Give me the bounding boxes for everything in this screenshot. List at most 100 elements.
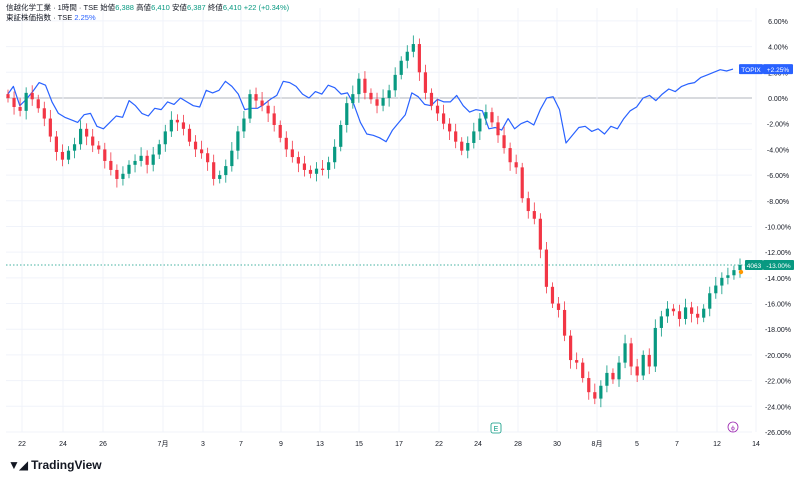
candle-body bbox=[54, 136, 58, 152]
candle bbox=[708, 286, 712, 317]
candle bbox=[12, 91, 16, 115]
candle bbox=[575, 352, 579, 370]
candle-body bbox=[363, 78, 367, 93]
candle bbox=[696, 306, 700, 325]
candle-body bbox=[460, 141, 464, 151]
candle bbox=[587, 371, 591, 400]
x-tick-label: 3 bbox=[201, 441, 205, 448]
candle-body bbox=[242, 118, 246, 132]
candle-body bbox=[175, 119, 179, 123]
candle-body bbox=[441, 113, 446, 124]
candle-body bbox=[230, 150, 234, 167]
legend-compare-value: 2.25% bbox=[74, 13, 96, 22]
x-tick-label: 8月 bbox=[592, 440, 603, 448]
y-tick-label: -24.00% bbox=[765, 404, 791, 411]
candle bbox=[333, 139, 337, 169]
candle bbox=[42, 101, 46, 127]
candle-body bbox=[514, 162, 518, 168]
candle bbox=[109, 152, 113, 176]
candle bbox=[738, 258, 742, 278]
candle-body bbox=[48, 118, 52, 137]
candle bbox=[363, 71, 367, 100]
legend-change-value: +22 (+0.34%) bbox=[243, 3, 290, 12]
candle bbox=[181, 114, 186, 136]
earnings-event-box bbox=[490, 422, 502, 434]
candle-body bbox=[556, 303, 561, 310]
x-tick-label: 15 bbox=[355, 441, 363, 448]
candle bbox=[127, 160, 131, 179]
candle bbox=[24, 87, 28, 120]
candle bbox=[248, 89, 252, 124]
candle-body bbox=[302, 163, 307, 170]
candle-body bbox=[290, 149, 294, 158]
candle bbox=[236, 125, 240, 160]
candle bbox=[478, 113, 482, 141]
candle-body bbox=[520, 167, 524, 199]
chart-legend: 信越化学工業 · 1時間 · TSE 始値6,388 高値6,410 安値6,3… bbox=[6, 3, 289, 23]
candle bbox=[163, 124, 167, 152]
candle-body bbox=[714, 285, 718, 294]
tradingview-logo[interactable]: ▼◢ TradingView bbox=[8, 458, 102, 472]
candle bbox=[399, 56, 403, 80]
candle bbox=[314, 162, 319, 182]
candle bbox=[472, 122, 476, 149]
candle bbox=[66, 146, 71, 165]
candle-body bbox=[218, 175, 222, 179]
candle bbox=[6, 89, 10, 103]
candle bbox=[635, 358, 639, 383]
candle bbox=[308, 165, 313, 179]
stock-badge-value: -13.00% bbox=[766, 263, 790, 270]
y-tick-label: -22.00% bbox=[765, 379, 791, 386]
candle bbox=[97, 141, 101, 154]
candle bbox=[641, 350, 645, 380]
candle bbox=[417, 38, 421, 81]
candle-body bbox=[296, 157, 300, 164]
candle-body bbox=[345, 103, 349, 125]
candle bbox=[133, 154, 137, 173]
candle-body bbox=[181, 122, 186, 129]
candle bbox=[514, 154, 518, 174]
candle bbox=[454, 123, 458, 149]
candle-body bbox=[375, 99, 379, 106]
candle-body bbox=[496, 122, 500, 136]
legend-compare-row[interactable]: 東証株価指数 · TSE 2.25% bbox=[6, 13, 289, 23]
tradingview-logo-icon: ▼◢ bbox=[8, 458, 28, 472]
candle bbox=[611, 368, 615, 384]
candle bbox=[653, 319, 657, 373]
candle-body bbox=[212, 162, 216, 179]
candle bbox=[581, 358, 585, 383]
x-tick-label: 26 bbox=[99, 441, 107, 448]
x-tick-label: 7 bbox=[675, 441, 679, 448]
legend-compare-name: 東証株価指数 · TSE bbox=[6, 13, 73, 22]
candle bbox=[145, 150, 149, 174]
candle-body bbox=[42, 108, 46, 119]
candle-body bbox=[260, 100, 264, 106]
candle bbox=[381, 89, 385, 112]
legend-symbol-name: 信越化学工業 · 1時間 · TSE bbox=[6, 3, 99, 12]
candle bbox=[720, 272, 724, 295]
candle-body bbox=[109, 160, 113, 170]
candle bbox=[714, 276, 718, 299]
earnings-event-glyph: E bbox=[494, 426, 499, 433]
candle-body bbox=[587, 378, 591, 393]
price-badges: TOPIX +2.25% 4063 -13.00% bbox=[738, 64, 794, 275]
candle bbox=[78, 120, 83, 150]
candle-body bbox=[538, 218, 542, 250]
candle bbox=[544, 242, 549, 294]
candle-body bbox=[24, 92, 28, 111]
candle-body bbox=[139, 155, 143, 161]
candle-body bbox=[635, 366, 639, 376]
candle-body bbox=[18, 106, 22, 111]
legend-open-value: 6,388 bbox=[115, 3, 134, 12]
legend-main-row[interactable]: 信越化学工業 · 1時間 · TSE 始値6,388 高値6,410 安値6,3… bbox=[6, 3, 289, 13]
candle-body bbox=[103, 149, 107, 161]
candle bbox=[387, 84, 391, 107]
candle bbox=[623, 334, 627, 369]
candle-body bbox=[133, 160, 137, 165]
candle bbox=[405, 45, 409, 69]
legend-close-value: 6,410 bbox=[222, 3, 242, 12]
dividend-event-circle bbox=[727, 421, 739, 433]
candle bbox=[690, 301, 694, 323]
